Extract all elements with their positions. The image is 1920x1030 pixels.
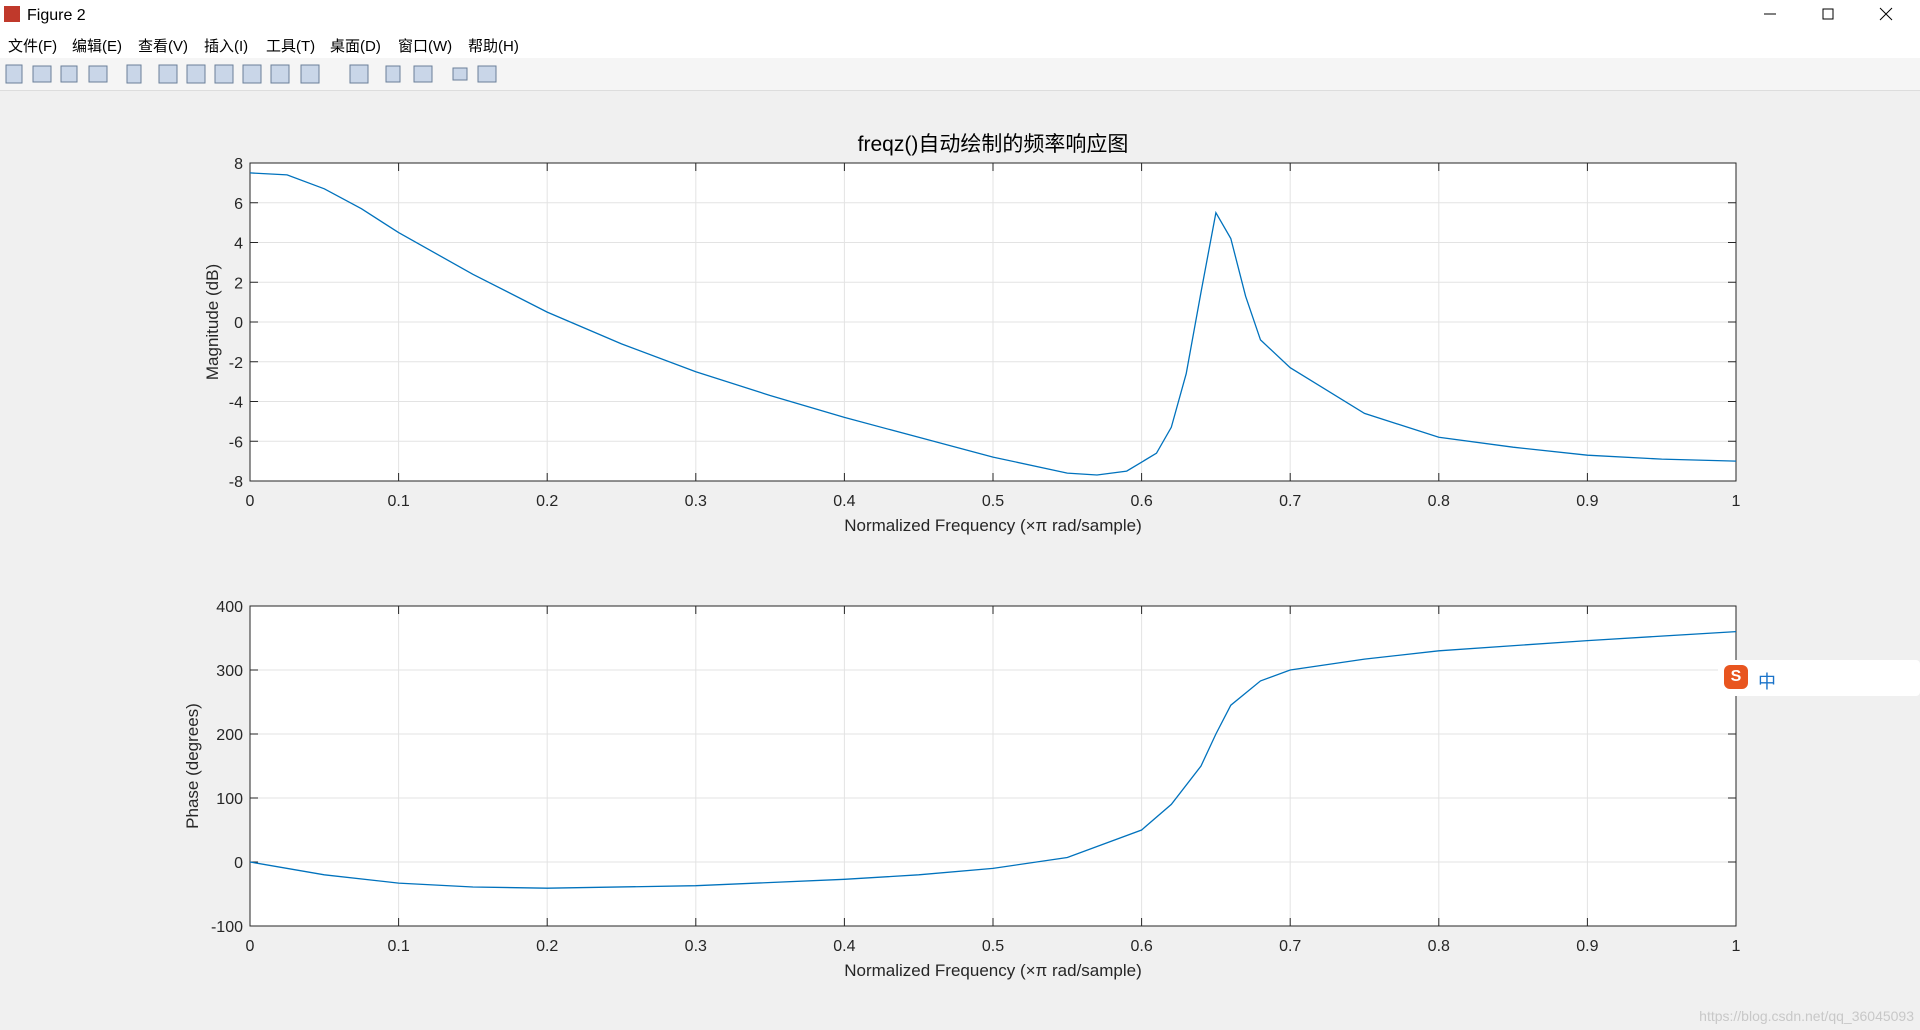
y-tick-label: -100	[211, 919, 243, 936]
y-tick-label: 6	[234, 196, 243, 213]
menu-item[interactable]: 插入(I)	[204, 38, 249, 55]
figure: 0 0.1 0.2 0.3 0.4 0.5 0.6 0.7 0.8 0.9 1 -8 -6 -4 -2 0 2 4…	[183, 133, 1741, 980]
x-tick-label: 0	[246, 938, 255, 955]
x-tick-label: 1	[1732, 938, 1741, 955]
ime-toolbar: S 中	[1718, 660, 1920, 696]
close-button[interactable]	[1879, 7, 1893, 21]
y-tick-label: 0	[234, 855, 243, 872]
y-tick-label: 2	[234, 275, 243, 292]
menu-bar: 文件(F) 编辑(E) 查看(V) 插入(I) 工具(T) 桌面(D) 窗口(W) 帮助(H)	[0, 28, 1920, 58]
line-series	[249, 630, 1737, 889]
y-tick-label: 300	[216, 663, 243, 680]
toolbar-buttons[interactable]	[5, 64, 497, 84]
x-tick-label: 0.5	[982, 938, 1004, 955]
x-tick-label: 0.7	[1279, 493, 1301, 510]
x-axis-label: Normalized Frequency (×π rad/sample)	[844, 961, 1142, 980]
menu-item[interactable]: 帮助(H)	[468, 38, 519, 55]
restore-button[interactable]	[1822, 8, 1834, 20]
y-tick-label: 400	[216, 599, 243, 616]
menu-item[interactable]: 查看(V)	[138, 38, 188, 55]
x-tick-label: 0.8	[1428, 938, 1450, 955]
menu-item[interactable]: 工具(T)	[266, 38, 316, 55]
y-tick-label: -8	[229, 474, 243, 491]
axes-frame	[249, 162, 1737, 482]
y-tick-label: -2	[229, 355, 243, 372]
x-tick-label: 0.4	[833, 938, 855, 955]
y-tick-label: -4	[229, 395, 243, 412]
x-tick-label: 0.9	[1576, 493, 1598, 510]
y-tick-label: 4	[234, 236, 243, 253]
y-axis-label: Magnitude (dB)	[203, 264, 222, 380]
x-axis-label: Normalized Frequency (×π rad/sample)	[844, 516, 1142, 535]
line-series	[249, 172, 1737, 476]
watermark: https://blog.csdn.net/qq_36045093	[1699, 1008, 1914, 1024]
x-tick-label: 0.1	[387, 493, 409, 510]
x-tick-label: 0.2	[536, 493, 558, 510]
menu-item[interactable]: 窗口(W)	[398, 38, 453, 55]
title-bar-graphics: Figure 2	[4, 6, 1893, 24]
y-tick-label: 100	[216, 791, 243, 808]
y-tick-label: -6	[229, 434, 243, 451]
x-tick-label: 0.8	[1428, 493, 1450, 510]
menu-item[interactable]: 桌面(D)	[330, 38, 381, 55]
y-axis-label: Phase (degrees)	[183, 703, 202, 829]
window-title: Figure 2	[27, 7, 86, 24]
ime-logo[interactable]: S	[1724, 665, 1748, 689]
toolbar-icons	[5, 64, 497, 84]
toolbar	[0, 58, 1920, 91]
y-tick-label: 0	[234, 315, 243, 332]
x-tick-label: 0.3	[685, 493, 707, 510]
x-tick-label: 0.6	[1130, 493, 1152, 510]
x-tick-label: 0.5	[982, 493, 1004, 510]
x-tick-label: 0.6	[1130, 938, 1152, 955]
chart-title: freqz()自动绘制的频率响应图	[858, 133, 1129, 156]
x-tick-label: 1	[1732, 493, 1741, 510]
x-tick-label: 0.4	[833, 493, 855, 510]
x-tick-label: 0	[246, 493, 255, 510]
y-tick-label: 200	[216, 727, 243, 744]
menu-item[interactable]: 编辑(E)	[72, 38, 122, 55]
axes-frame	[249, 605, 1737, 927]
app-icon	[4, 6, 20, 22]
x-tick-label: 0.1	[387, 938, 409, 955]
y-tick-label: 8	[234, 156, 243, 173]
title-bar: Figure 2	[0, 0, 1920, 28]
x-tick-label: 0.9	[1576, 938, 1598, 955]
x-tick-label: 0.7	[1279, 938, 1301, 955]
menu-item[interactable]: 文件(F)	[8, 38, 58, 55]
x-tick-label: 0.2	[536, 938, 558, 955]
ime-mode[interactable]: 中	[1758, 672, 1776, 692]
x-tick-label: 0.3	[685, 938, 707, 955]
